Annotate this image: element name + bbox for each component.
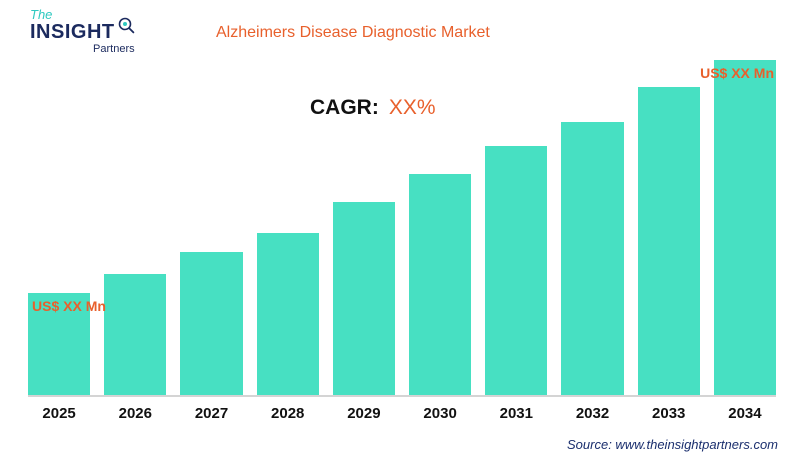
bar-column [637, 87, 700, 395]
bar-2025 [28, 293, 91, 395]
bar-2026 [104, 274, 167, 395]
bar-column [561, 122, 624, 395]
x-tick-label: 2034 [728, 405, 762, 422]
bar-2029 [332, 202, 396, 395]
x-tick-label: 2032 [575, 405, 610, 422]
bar-2033 [637, 87, 700, 395]
x-tick-label: 2031 [499, 405, 533, 422]
bar-2028 [256, 233, 319, 395]
bar-2032 [561, 122, 624, 395]
x-tick-label: 2028 [271, 405, 305, 422]
last-bar-value-label: US$ XX Mn [700, 65, 774, 81]
bar-column [409, 174, 472, 395]
x-tick-label: 2027 [194, 405, 229, 422]
bar-column [28, 293, 91, 395]
x-tick-label: 2033 [652, 405, 686, 422]
cagr-annotation: CAGR: XX% [310, 96, 436, 120]
cagr-label: CAGR: [310, 96, 379, 119]
logo-the: The [30, 7, 53, 22]
bar-chart: US$ XX Mn US$ XX Mn 2025 2026 2027 2028 2029… [28, 60, 777, 422]
bar-2034 [713, 60, 777, 395]
chart-title: Alzheimers Disease Diagnostic Market [216, 24, 490, 41]
bar-column [485, 146, 548, 395]
bar-2027 [180, 252, 243, 395]
x-tick-label: 2030 [423, 405, 457, 422]
first-bar-value-label: US$ XX Mn [32, 298, 106, 314]
bar-column [180, 252, 243, 395]
bar-column [332, 202, 396, 395]
bar-column [256, 233, 319, 395]
logo-insight: INSIGHT [30, 21, 115, 43]
bar-column [713, 60, 777, 395]
x-tick-label: 2029 [347, 405, 381, 422]
bar-2030 [409, 174, 472, 395]
insight-partners-logo: The INSIGHT Partners [30, 8, 135, 55]
logo-partners: Partners [93, 43, 135, 55]
x-axis: 2025 2026 2027 2028 2029 2030 2031 2032 2033 2034 [28, 397, 776, 422]
magnifier-icon [117, 16, 135, 38]
bar-column [104, 274, 167, 395]
x-tick-label: 2026 [118, 405, 152, 422]
source-attribution: Source: www.theinsightpartners.com [567, 437, 778, 452]
x-tick-label: 2025 [42, 405, 76, 422]
bar-plot [28, 60, 777, 397]
bar-2031 [485, 146, 548, 395]
cagr-value: XX% [388, 96, 436, 119]
